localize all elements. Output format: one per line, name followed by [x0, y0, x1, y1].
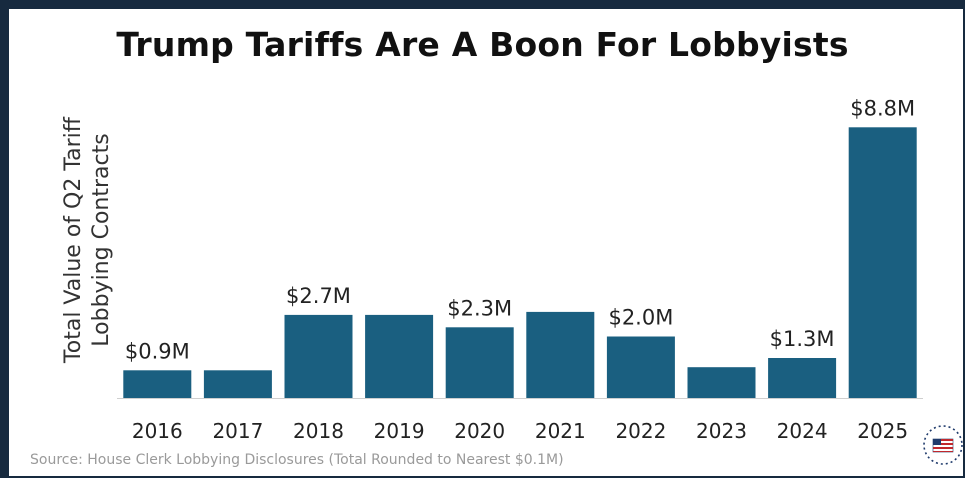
x-tick-label-2022: 2022	[615, 419, 666, 443]
x-tick-label-2019: 2019	[374, 419, 425, 443]
x-tick-label-2023: 2023	[696, 419, 747, 443]
x-tick-label-2024: 2024	[777, 419, 828, 443]
chart-title: Trump Tariffs Are A Boon For Lobbyists	[116, 25, 849, 64]
data-label-2016: $0.9M	[125, 339, 190, 363]
bar-2017	[203, 370, 272, 398]
bar-2018	[284, 314, 353, 398]
x-tick-label-2017: 2017	[212, 419, 263, 443]
x-tick-label-2016: 2016	[132, 419, 183, 443]
data-label-2022: $2.0M	[608, 306, 673, 330]
bar-2022	[606, 336, 675, 398]
bar-2021	[526, 311, 595, 398]
bar-2019	[365, 314, 434, 398]
data-label-2025: $8.8M	[850, 96, 915, 120]
x-tick-label-2018: 2018	[293, 419, 344, 443]
data-label-2024: $1.3M	[770, 327, 835, 351]
x-tick-label-2025: 2025	[857, 419, 908, 443]
x-tick-label-2021: 2021	[535, 419, 586, 443]
bar-2016	[123, 370, 192, 398]
source-note: Source: House Clerk Lobbying Disclosures…	[30, 452, 564, 468]
x-tick-label-2020: 2020	[454, 419, 505, 443]
data-label-2020: $2.3M	[447, 296, 512, 320]
bar-2020	[445, 327, 514, 399]
bar-2025	[848, 127, 917, 399]
bar-2024	[768, 358, 837, 398]
bar-2023	[687, 367, 756, 398]
data-label-2018: $2.7M	[286, 284, 351, 308]
us-flag-seal-icon	[923, 425, 963, 465]
